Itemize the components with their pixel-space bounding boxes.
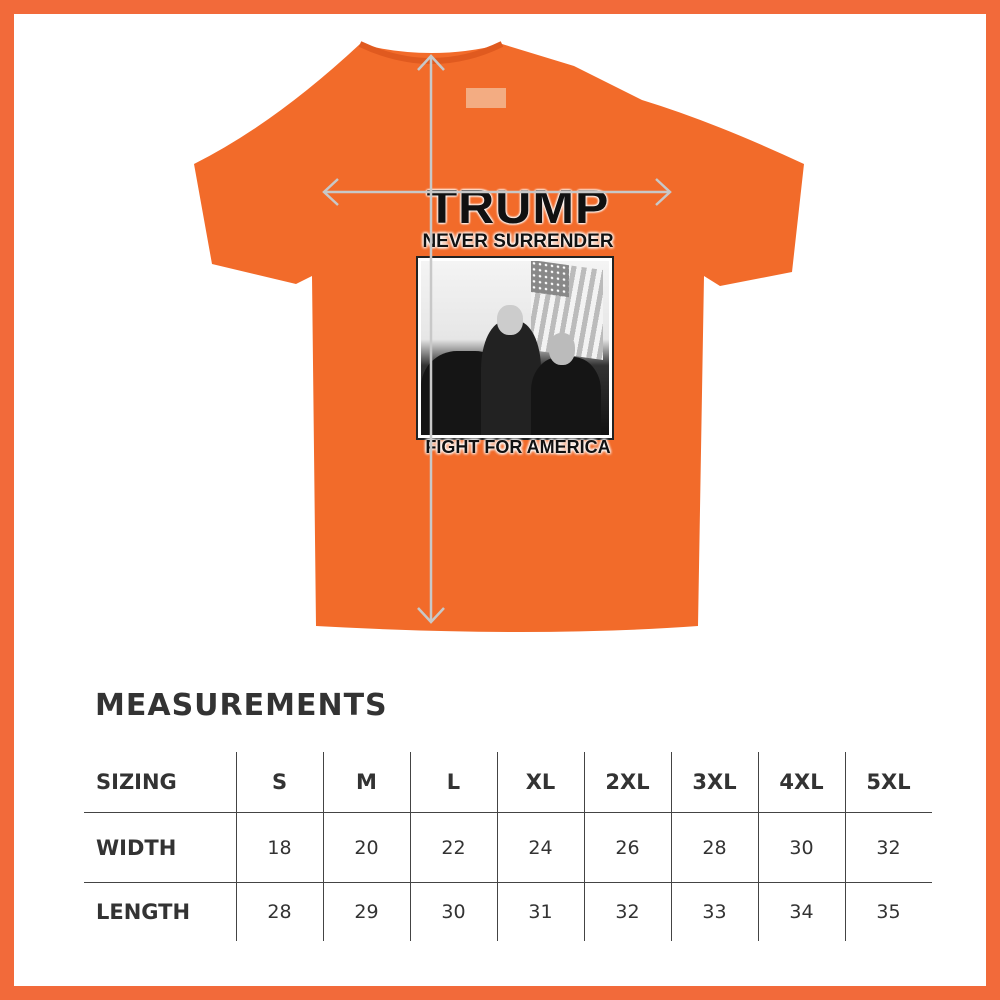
table-header-row: SIZING S M L XL 2XL 3XL 4XL 5XL (84, 752, 932, 813)
row-label: LENGTH (84, 882, 236, 941)
shirt-graphic: TRUMP NEVER SURRENDER FIGHT FOR AMERICA (412, 182, 624, 460)
design-tagline: FIGHT FOR AMERICA (425, 437, 611, 457)
header-cell: 4XL (757, 752, 845, 813)
header-cell: SIZING (96, 770, 177, 794)
measurement-arrows (322, 54, 672, 624)
table-cell: 20 (322, 812, 410, 883)
table-cell: 34 (757, 882, 845, 941)
size-chart-table: SIZING S M L XL 2XL 3XL 4XL 5XL WIDTH 18… (84, 752, 932, 941)
table-cell: 29 (322, 882, 410, 941)
table-cell: 26 (583, 812, 671, 883)
table-cell: 31 (496, 882, 584, 941)
header-cell: L (409, 752, 497, 813)
header-cell: S (235, 752, 323, 813)
header-cell: 3XL (670, 752, 758, 813)
header-cell: XL (496, 752, 584, 813)
table-row: WIDTH 18 20 22 24 26 28 30 32 (84, 812, 932, 883)
table-row: LENGTH 28 29 30 31 32 33 34 35 (84, 882, 932, 941)
design-subtitle: NEVER SURRENDER (422, 231, 614, 252)
table-cell: 30 (757, 812, 845, 883)
measurements-heading: MEASUREMENTS (95, 688, 388, 723)
design-photo (416, 256, 614, 440)
table-cell: 28 (670, 812, 758, 883)
table-cell: 35 (844, 882, 932, 941)
table-cell: 30 (409, 882, 497, 941)
header-cell: 2XL (583, 752, 671, 813)
table-cell: 24 (496, 812, 584, 883)
table-cell: 32 (583, 882, 671, 941)
neck-tag (466, 88, 506, 108)
row-label: WIDTH (84, 812, 236, 883)
table-cell: 28 (235, 882, 323, 941)
table-cell: 18 (235, 812, 323, 883)
table-cell: 33 (670, 882, 758, 941)
table-cell: 22 (409, 812, 497, 883)
table-cell: 32 (844, 812, 932, 883)
header-cell: 5XL (844, 752, 932, 813)
header-cell: M (322, 752, 410, 813)
